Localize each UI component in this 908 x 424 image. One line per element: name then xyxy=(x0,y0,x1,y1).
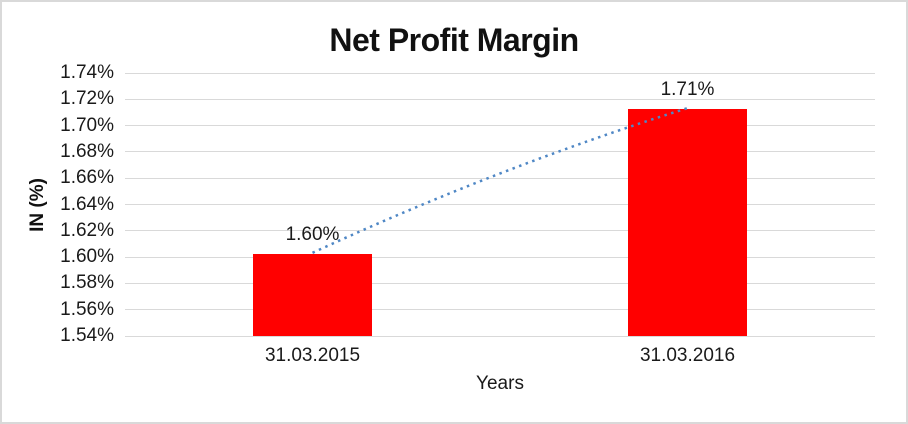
bar xyxy=(253,253,372,336)
y-tick-label: 1.62% xyxy=(60,219,114,241)
x-axis-title: Years xyxy=(476,373,524,394)
gridline xyxy=(125,204,875,205)
y-tick-label: 1.54% xyxy=(60,325,114,346)
bar xyxy=(628,109,747,336)
data-label: 1.60% xyxy=(285,223,340,245)
data-label: 1.71% xyxy=(660,79,715,101)
gridline xyxy=(125,177,875,179)
y-tick-label: 1.66% xyxy=(60,167,114,189)
y-tick-label: 1.72% xyxy=(60,88,114,110)
gridline xyxy=(125,98,875,100)
y-tick-label: 1.58% xyxy=(60,272,114,294)
chart-title: Net Profit Margin xyxy=(329,22,579,58)
y-tick-label: 1.74% xyxy=(60,62,114,83)
y-tick-label: 1.68% xyxy=(60,140,114,162)
gridline xyxy=(125,72,875,74)
x-tick-label: 31.03.2015 xyxy=(264,345,361,366)
gridline xyxy=(125,256,875,258)
gridline xyxy=(125,309,875,311)
y-tick-label: 1.56% xyxy=(60,298,114,320)
gridline xyxy=(125,335,875,337)
gridline xyxy=(125,230,875,232)
gridline xyxy=(125,125,875,127)
gridline xyxy=(125,151,875,153)
y-tick-label: 1.60% xyxy=(60,246,114,268)
y-tick-label: 1.70% xyxy=(60,114,114,136)
gridline xyxy=(125,282,875,284)
x-tick-label: 31.03.2016 xyxy=(639,345,736,366)
y-tick-label: 1.64% xyxy=(60,193,114,215)
